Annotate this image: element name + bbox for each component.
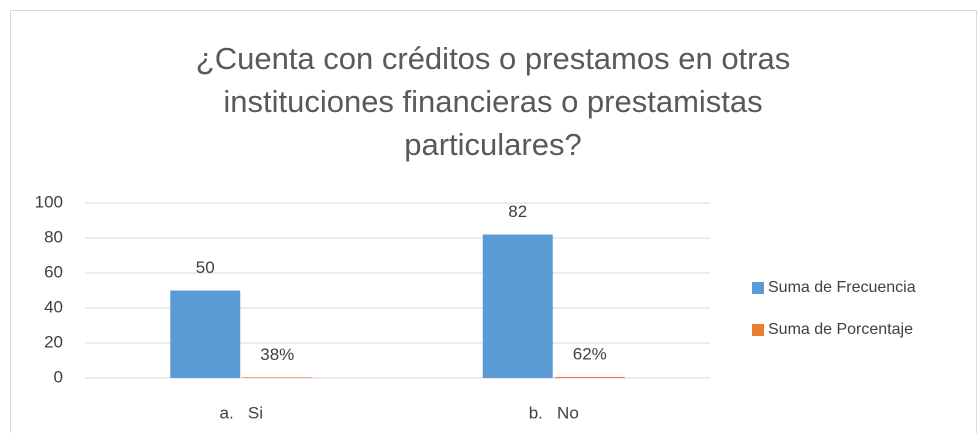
x-tick-label: a. Si <box>220 403 263 422</box>
y-tick-label: 60 <box>44 262 63 281</box>
data-label: 82 <box>508 202 527 221</box>
legend-swatch <box>752 324 764 336</box>
y-tick-label: 20 <box>44 332 63 351</box>
chart-title: ¿Cuenta con créditos o prestamos en otra… <box>196 41 790 76</box>
legend-swatch <box>752 282 764 294</box>
chart-title: particulares? <box>404 127 581 162</box>
bar <box>482 234 553 378</box>
chart-title: instituciones financieras o prestamistas <box>223 84 762 119</box>
legend-label: Suma de Frecuencia <box>768 279 916 296</box>
legend-label: Suma de Porcentaje <box>768 321 913 338</box>
y-tick-label: 80 <box>44 227 63 246</box>
y-tick-label: 100 <box>35 192 63 211</box>
y-tick-label: 0 <box>54 367 63 386</box>
data-label: 50 <box>196 258 215 277</box>
bar <box>554 376 625 378</box>
y-tick-label: 40 <box>44 297 63 316</box>
bar <box>242 377 313 378</box>
x-tick-label: b. No <box>529 403 579 422</box>
bar <box>170 290 241 378</box>
data-label: 62% <box>573 344 607 363</box>
data-label: 38% <box>260 345 294 364</box>
